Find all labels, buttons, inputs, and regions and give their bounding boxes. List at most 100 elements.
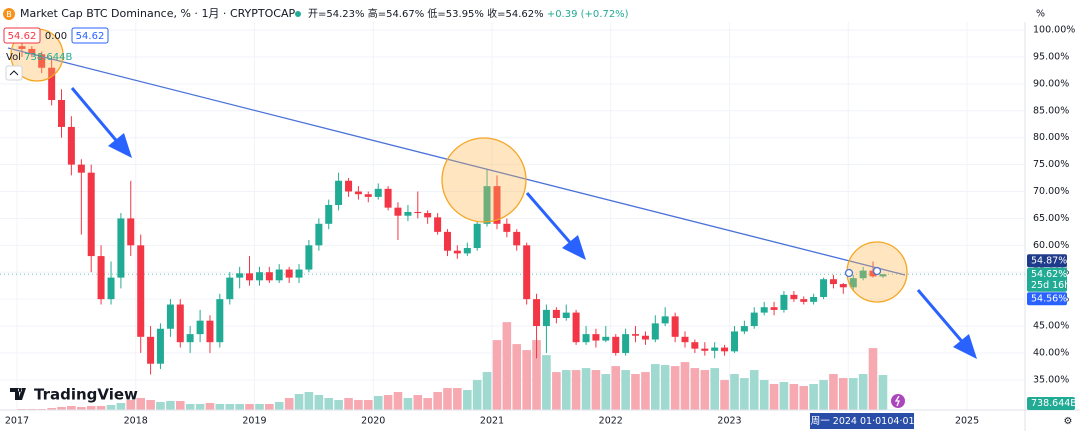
volume-bar xyxy=(274,402,284,410)
candle-body xyxy=(364,194,372,197)
volume-bar xyxy=(502,322,512,410)
candle-body xyxy=(602,336,610,341)
volume-bar xyxy=(472,380,482,410)
candle-body xyxy=(453,250,461,254)
candle-body xyxy=(384,188,392,208)
volume-bar xyxy=(363,400,373,410)
level-label-box xyxy=(1027,254,1067,268)
volume-bar xyxy=(680,362,690,410)
volume-bar xyxy=(383,395,393,410)
symbol-icon xyxy=(3,8,15,20)
volume-bar xyxy=(344,398,353,410)
candle-body xyxy=(147,336,155,364)
volume-bar xyxy=(255,403,264,410)
volume-bar xyxy=(175,401,185,410)
source: CRYPTOCAP xyxy=(230,7,296,20)
volume-bar xyxy=(106,405,116,410)
candle-body xyxy=(631,334,639,336)
candle-body xyxy=(681,336,689,343)
volume-bar xyxy=(749,370,759,410)
x-tick-label: 2023 xyxy=(717,416,741,427)
candle-body xyxy=(572,312,580,343)
candle-body xyxy=(562,312,570,318)
volume-bar xyxy=(601,374,611,410)
candle-body xyxy=(176,304,184,343)
candle-body xyxy=(156,328,164,364)
ohlc-change: +0.39 (+0.72%) xyxy=(547,9,629,20)
volume-bar xyxy=(482,372,492,410)
volume-bar xyxy=(611,366,621,410)
ohlc-low: 低=53.95% xyxy=(427,7,484,20)
candle-body xyxy=(434,217,442,232)
candle-body xyxy=(216,299,224,343)
crosshair-date-box xyxy=(810,413,888,429)
last-price-label: 54.62% xyxy=(1031,269,1067,280)
y-tick-label: 100.00% xyxy=(1033,25,1075,36)
volume-bar xyxy=(205,402,215,410)
candle-body xyxy=(206,320,214,343)
candle-body xyxy=(691,342,699,349)
candle-body xyxy=(671,316,679,337)
trend-line xyxy=(7,47,906,276)
y-tick-label: 65.00% xyxy=(1033,213,1069,224)
x-tick-label: 2021 xyxy=(480,416,504,427)
candle-body xyxy=(38,54,46,68)
volume-bar xyxy=(710,368,719,410)
volume-bar xyxy=(878,375,888,410)
sell-button[interactable] xyxy=(3,27,41,44)
y-tick-label: 40.00% xyxy=(1033,347,1069,358)
buy-button[interactable] xyxy=(71,27,109,44)
volume-bar xyxy=(245,403,254,410)
candle-body xyxy=(790,294,798,300)
volume-bar xyxy=(304,392,314,410)
volume-bar xyxy=(532,340,541,410)
candle-body xyxy=(820,279,828,297)
spread: 0.00 xyxy=(45,31,67,42)
volume-bar xyxy=(185,403,195,410)
x-tick-label: 2022 xyxy=(599,416,623,427)
volume-label-box xyxy=(1027,397,1075,410)
settings-icon[interactable]: ⚙ xyxy=(1064,416,1073,427)
candle-body xyxy=(641,335,649,340)
candle-body xyxy=(731,331,739,352)
volume-bar xyxy=(136,398,146,410)
candle-body xyxy=(552,309,560,318)
volume-bar xyxy=(403,398,413,410)
volume-name: Vol xyxy=(6,52,21,63)
candle-body xyxy=(48,67,56,101)
candle-body xyxy=(859,270,867,279)
candle-body xyxy=(651,323,659,340)
volume-bar xyxy=(116,402,126,410)
candle-body xyxy=(295,269,303,278)
candle-body xyxy=(18,46,26,49)
logo-icon xyxy=(10,388,26,400)
volume-bar xyxy=(720,380,729,410)
buy-price: 54.62 xyxy=(76,31,105,42)
y-tick-label: 80.00% xyxy=(1033,132,1069,143)
collapse-button[interactable] xyxy=(5,65,23,81)
arrow-head xyxy=(562,235,586,260)
volume-bar xyxy=(57,407,66,410)
anchor-point xyxy=(872,266,882,276)
candle-body xyxy=(740,326,748,332)
volume-bar xyxy=(463,390,472,410)
status-dot xyxy=(295,11,301,17)
title: Market Cap BTC Dominance xyxy=(20,7,174,20)
volume-bar xyxy=(67,406,76,410)
y-tick-label: 35.00% xyxy=(1033,374,1069,385)
volume-bar xyxy=(334,400,343,410)
volume-bar xyxy=(858,374,868,410)
volume-bar xyxy=(314,395,324,410)
logo: TradingView xyxy=(34,386,138,404)
arrow-head xyxy=(108,133,132,158)
candle-body xyxy=(196,320,204,335)
volume-legend: Vol 738.644B xyxy=(6,52,73,63)
volume-bar xyxy=(740,378,749,410)
candle-body xyxy=(315,223,323,246)
volume-bar xyxy=(393,392,403,410)
volume-bar xyxy=(542,355,551,410)
candle-body xyxy=(335,180,343,205)
volume-bar xyxy=(660,365,670,410)
volume-bar xyxy=(433,392,442,410)
volume-bar xyxy=(284,398,294,410)
